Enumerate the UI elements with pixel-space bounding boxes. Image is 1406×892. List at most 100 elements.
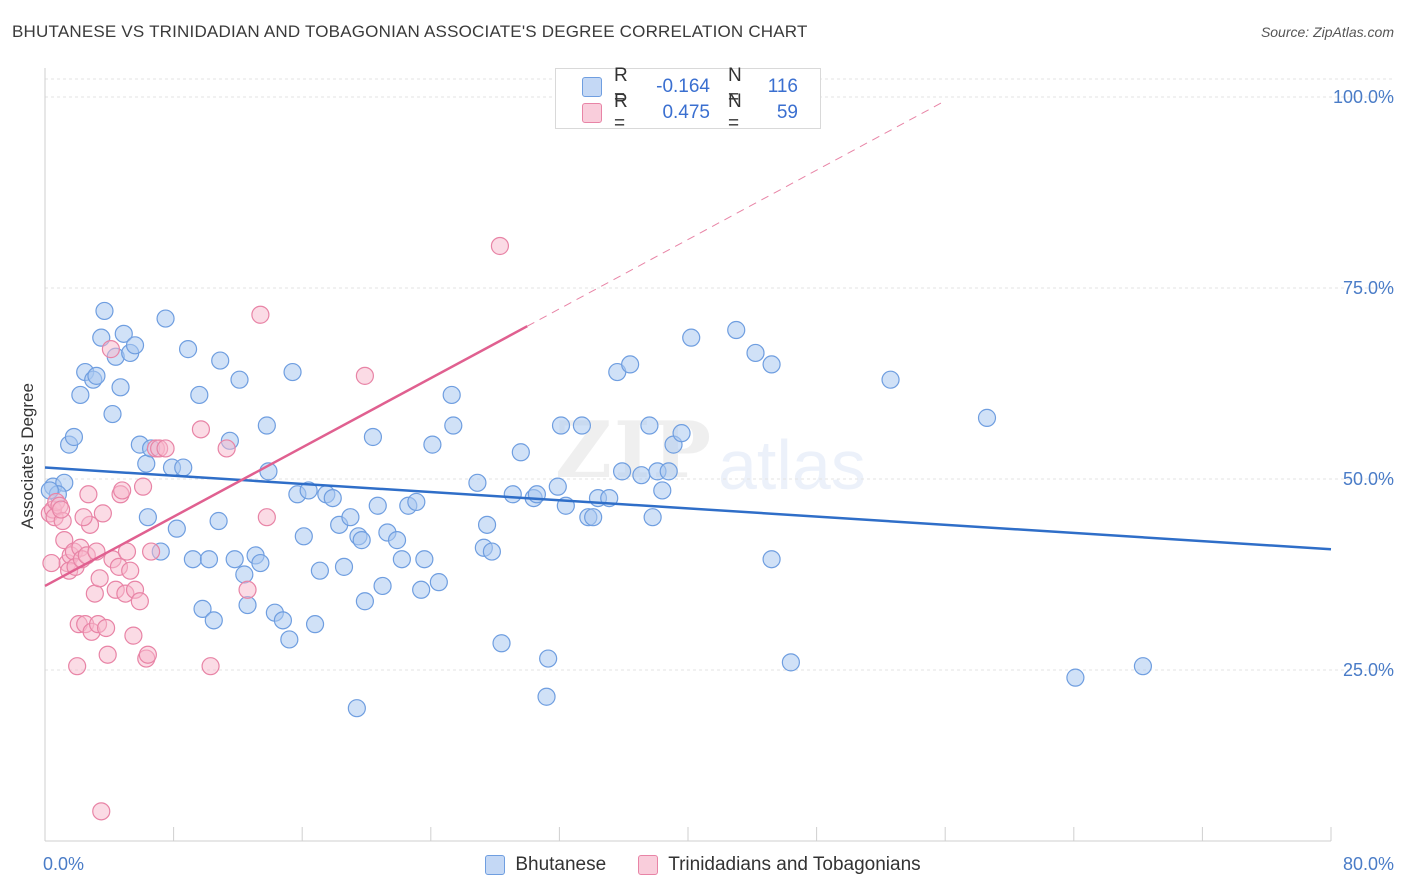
data-point-bhutanese — [87, 366, 106, 385]
data-point-bhutanese — [323, 489, 342, 508]
data-point-bhutanese — [368, 496, 387, 515]
data-point-trinidadian — [121, 561, 140, 580]
data-point-bhutanese — [103, 404, 122, 424]
data-point-bhutanese — [442, 385, 461, 405]
data-point-bhutanese — [387, 531, 407, 550]
data-point-bhutanese — [209, 511, 228, 531]
data-point-trinidadian — [355, 366, 374, 385]
legend-n-label: N = — [728, 91, 742, 134]
chart-source: Source: ZipAtlas.com — [1260, 24, 1394, 40]
legend-item-bhutanese[interactable]: Bhutanese — [485, 854, 606, 876]
legend-label-trinidadian: Trinidadians and Tobagonians — [668, 854, 921, 875]
data-point-bhutanese — [407, 492, 426, 512]
data-point-bhutanese — [881, 370, 900, 389]
data-point-bhutanese — [762, 355, 781, 374]
data-point-bhutanese — [251, 553, 270, 573]
data-point-bhutanese — [632, 466, 651, 485]
data-point-trinidadian — [141, 542, 161, 561]
data-point-bhutanese — [781, 653, 800, 672]
data-point-trinidadian — [251, 305, 270, 324]
legend-n-value: 116 — [767, 76, 798, 97]
legend-swatch-pink — [638, 855, 659, 875]
legend-item-trinidadian[interactable]: Trinidadians and Tobagonians — [638, 854, 921, 876]
data-point-trinidadian — [42, 553, 61, 573]
data-point-trinidadian — [79, 485, 98, 504]
data-point-bhutanese — [211, 351, 230, 370]
data-point-bhutanese — [125, 336, 145, 355]
data-point-bhutanese — [1133, 657, 1153, 676]
data-point-bhutanese — [294, 527, 313, 546]
data-point-bhutanese — [477, 515, 497, 534]
data-point-bhutanese — [653, 481, 672, 500]
data-point-bhutanese — [235, 565, 254, 584]
data-point-bhutanese — [341, 508, 360, 527]
data-point-bhutanese — [537, 687, 556, 706]
legend-n-label: N = — [728, 65, 742, 108]
y-tick-label: 100.0% — [1333, 87, 1394, 107]
data-point-bhutanese — [429, 573, 448, 592]
data-point-bhutanese — [257, 416, 276, 435]
data-point-bhutanese — [643, 508, 662, 527]
data-point-trinidadian — [201, 657, 220, 676]
trend-line-trinidadian-extension — [527, 100, 946, 327]
data-point-trinidadian — [217, 439, 236, 458]
y-axis-label: Associate's Degree — [18, 383, 37, 529]
data-point-trinidadian — [74, 508, 93, 527]
data-point-trinidadian — [68, 657, 87, 676]
series-legend: Bhutanese Trinidadians and Tobagonians — [0, 852, 1406, 878]
trend-line-trinidadian — [44, 325, 528, 588]
data-point-bhutanese — [672, 424, 691, 443]
data-point-trinidadian — [113, 481, 132, 500]
y-tick-label: 50.0% — [1343, 469, 1394, 489]
data-point-bhutanese — [468, 473, 487, 492]
data-point-bhutanese — [334, 557, 354, 576]
data-point-bhutanese — [412, 580, 431, 599]
x-tick-label: 0.0% — [43, 854, 84, 874]
data-point-trinidadian — [257, 508, 276, 527]
legend-row-trinidadian: R = 0.475 N = 59 — [582, 91, 798, 134]
data-point-trinidadian — [130, 592, 149, 611]
data-point-bhutanese — [156, 309, 175, 328]
data-point-bhutanese — [621, 355, 640, 374]
legend-r-value: -0.164 — [656, 76, 710, 97]
data-point-bhutanese — [640, 416, 659, 435]
y-tick-label: 25.0% — [1343, 660, 1394, 680]
data-point-bhutanese — [95, 301, 114, 321]
data-point-bhutanese — [352, 531, 371, 550]
data-point-bhutanese — [310, 561, 329, 580]
watermark-atlas: atlas — [718, 426, 866, 504]
correlation-legend: R = -0.164 N = 116 R = 0.475 N = 59 — [555, 65, 821, 134]
data-point-bhutanese — [183, 550, 202, 569]
data-point-bhutanese — [551, 416, 571, 435]
data-point-bhutanese — [392, 550, 411, 569]
data-point-bhutanese — [363, 427, 383, 447]
legend-swatch-blue — [485, 855, 506, 875]
legend-row-bhutanese: R = -0.164 N = 116 — [582, 65, 798, 108]
data-point-bhutanese — [444, 416, 463, 435]
data-point-bhutanese — [111, 378, 130, 397]
data-point-bhutanese — [347, 699, 366, 718]
data-point-bhutanese — [137, 454, 156, 473]
data-point-bhutanese — [1066, 668, 1085, 687]
data-point-bhutanese — [762, 550, 781, 569]
data-point-bhutanese — [612, 462, 632, 481]
data-point-bhutanese — [584, 508, 603, 527]
data-point-trinidadian — [191, 420, 211, 439]
data-point-trinidadian — [490, 236, 510, 256]
data-point-bhutanese — [355, 592, 374, 611]
trend-line-bhutanese — [44, 466, 1332, 551]
legend-r-label: R = — [614, 65, 628, 108]
data-point-bhutanese — [64, 427, 84, 447]
data-point-bhutanese — [190, 385, 209, 405]
data-point-bhutanese — [659, 462, 678, 481]
data-point-bhutanese — [423, 435, 442, 454]
data-point-trinidadian — [156, 439, 175, 458]
data-point-bhutanese — [977, 408, 997, 427]
data-point-bhutanese — [280, 630, 299, 649]
data-point-bhutanese — [138, 508, 157, 527]
data-point-bhutanese — [727, 320, 746, 340]
data-point-bhutanese — [273, 611, 293, 630]
chart-title: BHUTANESE VS TRINIDADIAN AND TOBAGONIAN … — [12, 22, 808, 41]
data-point-trinidadian — [92, 802, 111, 821]
